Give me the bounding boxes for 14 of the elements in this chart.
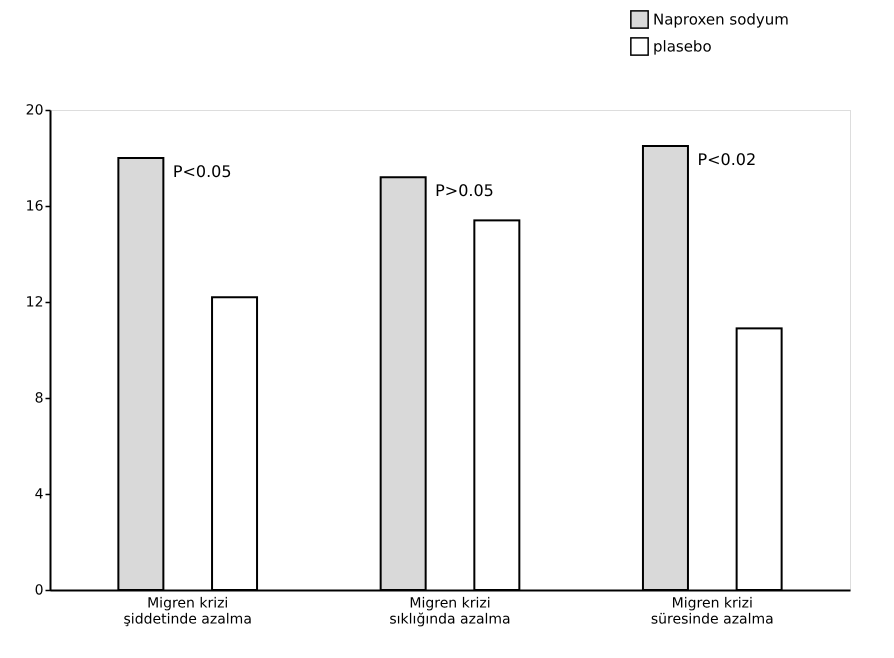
annotation: P<0.05 (172, 162, 232, 181)
y-tick-label: 0 (34, 582, 44, 598)
x-tick-label: Migren krizi süresinde azalma (650, 596, 774, 628)
x-tick-label: Migren krizi şiddetinde azalma (124, 596, 252, 628)
legend-label: plasebo (653, 38, 712, 56)
y-tick-label: 8 (34, 390, 44, 406)
annotation: P>0.05 (435, 181, 494, 200)
annotation: P<0.02 (697, 150, 756, 169)
legend-label: Naproxen sodyum (653, 10, 789, 28)
y-tick-label: 4 (34, 486, 44, 502)
x-tick-label: Migren krizi sıklığında azalma (389, 596, 511, 628)
y-tick-label: 16 (26, 198, 44, 214)
y-tick-label: 20 (26, 102, 44, 118)
y-tick-label: 12 (26, 294, 44, 310)
